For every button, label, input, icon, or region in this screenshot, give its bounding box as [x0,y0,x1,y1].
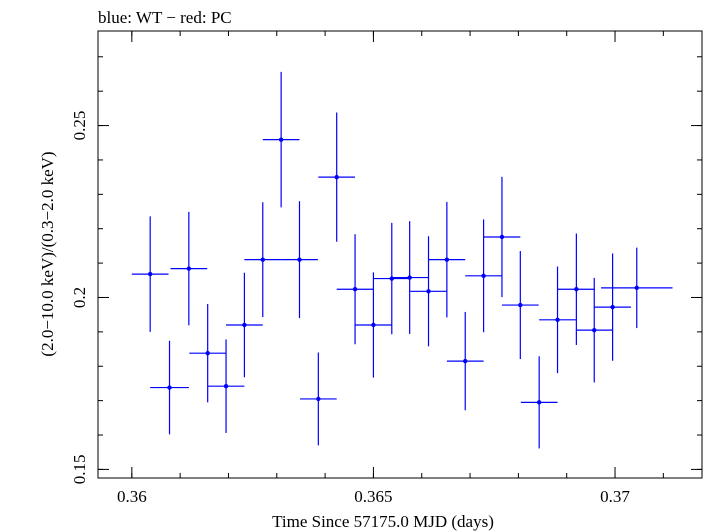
data-point [262,71,300,208]
data-point [226,272,263,378]
data-point [539,266,576,374]
chart-title: blue: WT − red: PC [98,8,232,27]
data-marker [352,287,358,292]
data-marker [463,358,468,364]
x-tick-label: 0.37 [600,487,630,506]
data-point [501,251,539,360]
data-point [465,219,502,333]
data-marker [167,385,172,390]
data-marker [407,275,412,280]
data-marker [610,304,615,310]
y-axis: 0.15 0.2 0.25 [70,56,702,485]
data-point [575,277,613,383]
data-point [150,340,189,435]
data-marker [260,257,265,262]
data-marker [316,396,321,402]
data-point [299,352,337,446]
plot-frame [97,30,703,479]
data-point [391,221,429,334]
data-point [373,222,411,335]
data-point [355,272,392,378]
data-marker [334,174,339,180]
data-point [483,176,521,298]
data-point [189,304,227,403]
data-marker [592,327,597,333]
data-point [207,339,245,433]
data-marker [555,317,560,323]
data-marker [205,350,210,356]
data-marker [536,400,542,405]
data-point [446,311,484,411]
data-marker [297,257,302,262]
data-marker [481,273,486,279]
data-point [558,233,595,345]
data-point [594,253,631,361]
y-tick-label: 0.25 [70,111,89,141]
data-marker [426,289,431,294]
data-marker [371,322,376,328]
data-point [170,211,208,326]
y-tick-label: 0.2 [70,287,89,308]
y-tick-label: 0.15 [70,455,89,485]
data-marker [147,271,153,277]
data-point [410,236,447,347]
data-marker [242,322,247,328]
data-point [281,201,318,319]
data-marker [444,257,450,262]
data-point [131,216,169,332]
data-marker [186,266,192,271]
data-point [428,201,466,318]
y-axis-label: (2.0−10.0 keV)/(0.3−2.0 keV) [38,151,57,356]
data-marker [223,383,229,389]
data-marker [634,285,639,291]
x-tick-label: 0.36 [117,487,147,506]
data-point [336,234,374,345]
x-axis: 0.36 0.365 0.37 [117,31,664,506]
x-axis-label: Time Since 57175.0 MJD (days) [272,512,494,531]
data-point [244,202,282,318]
data-marker [278,137,284,142]
data-point [318,112,356,242]
data-marker [518,302,523,308]
data-marker [499,234,505,240]
data-marker [574,287,579,292]
data-point [520,356,558,449]
data-series [131,71,673,449]
x-tick-label: 0.365 [354,487,392,506]
data-point [601,247,673,329]
